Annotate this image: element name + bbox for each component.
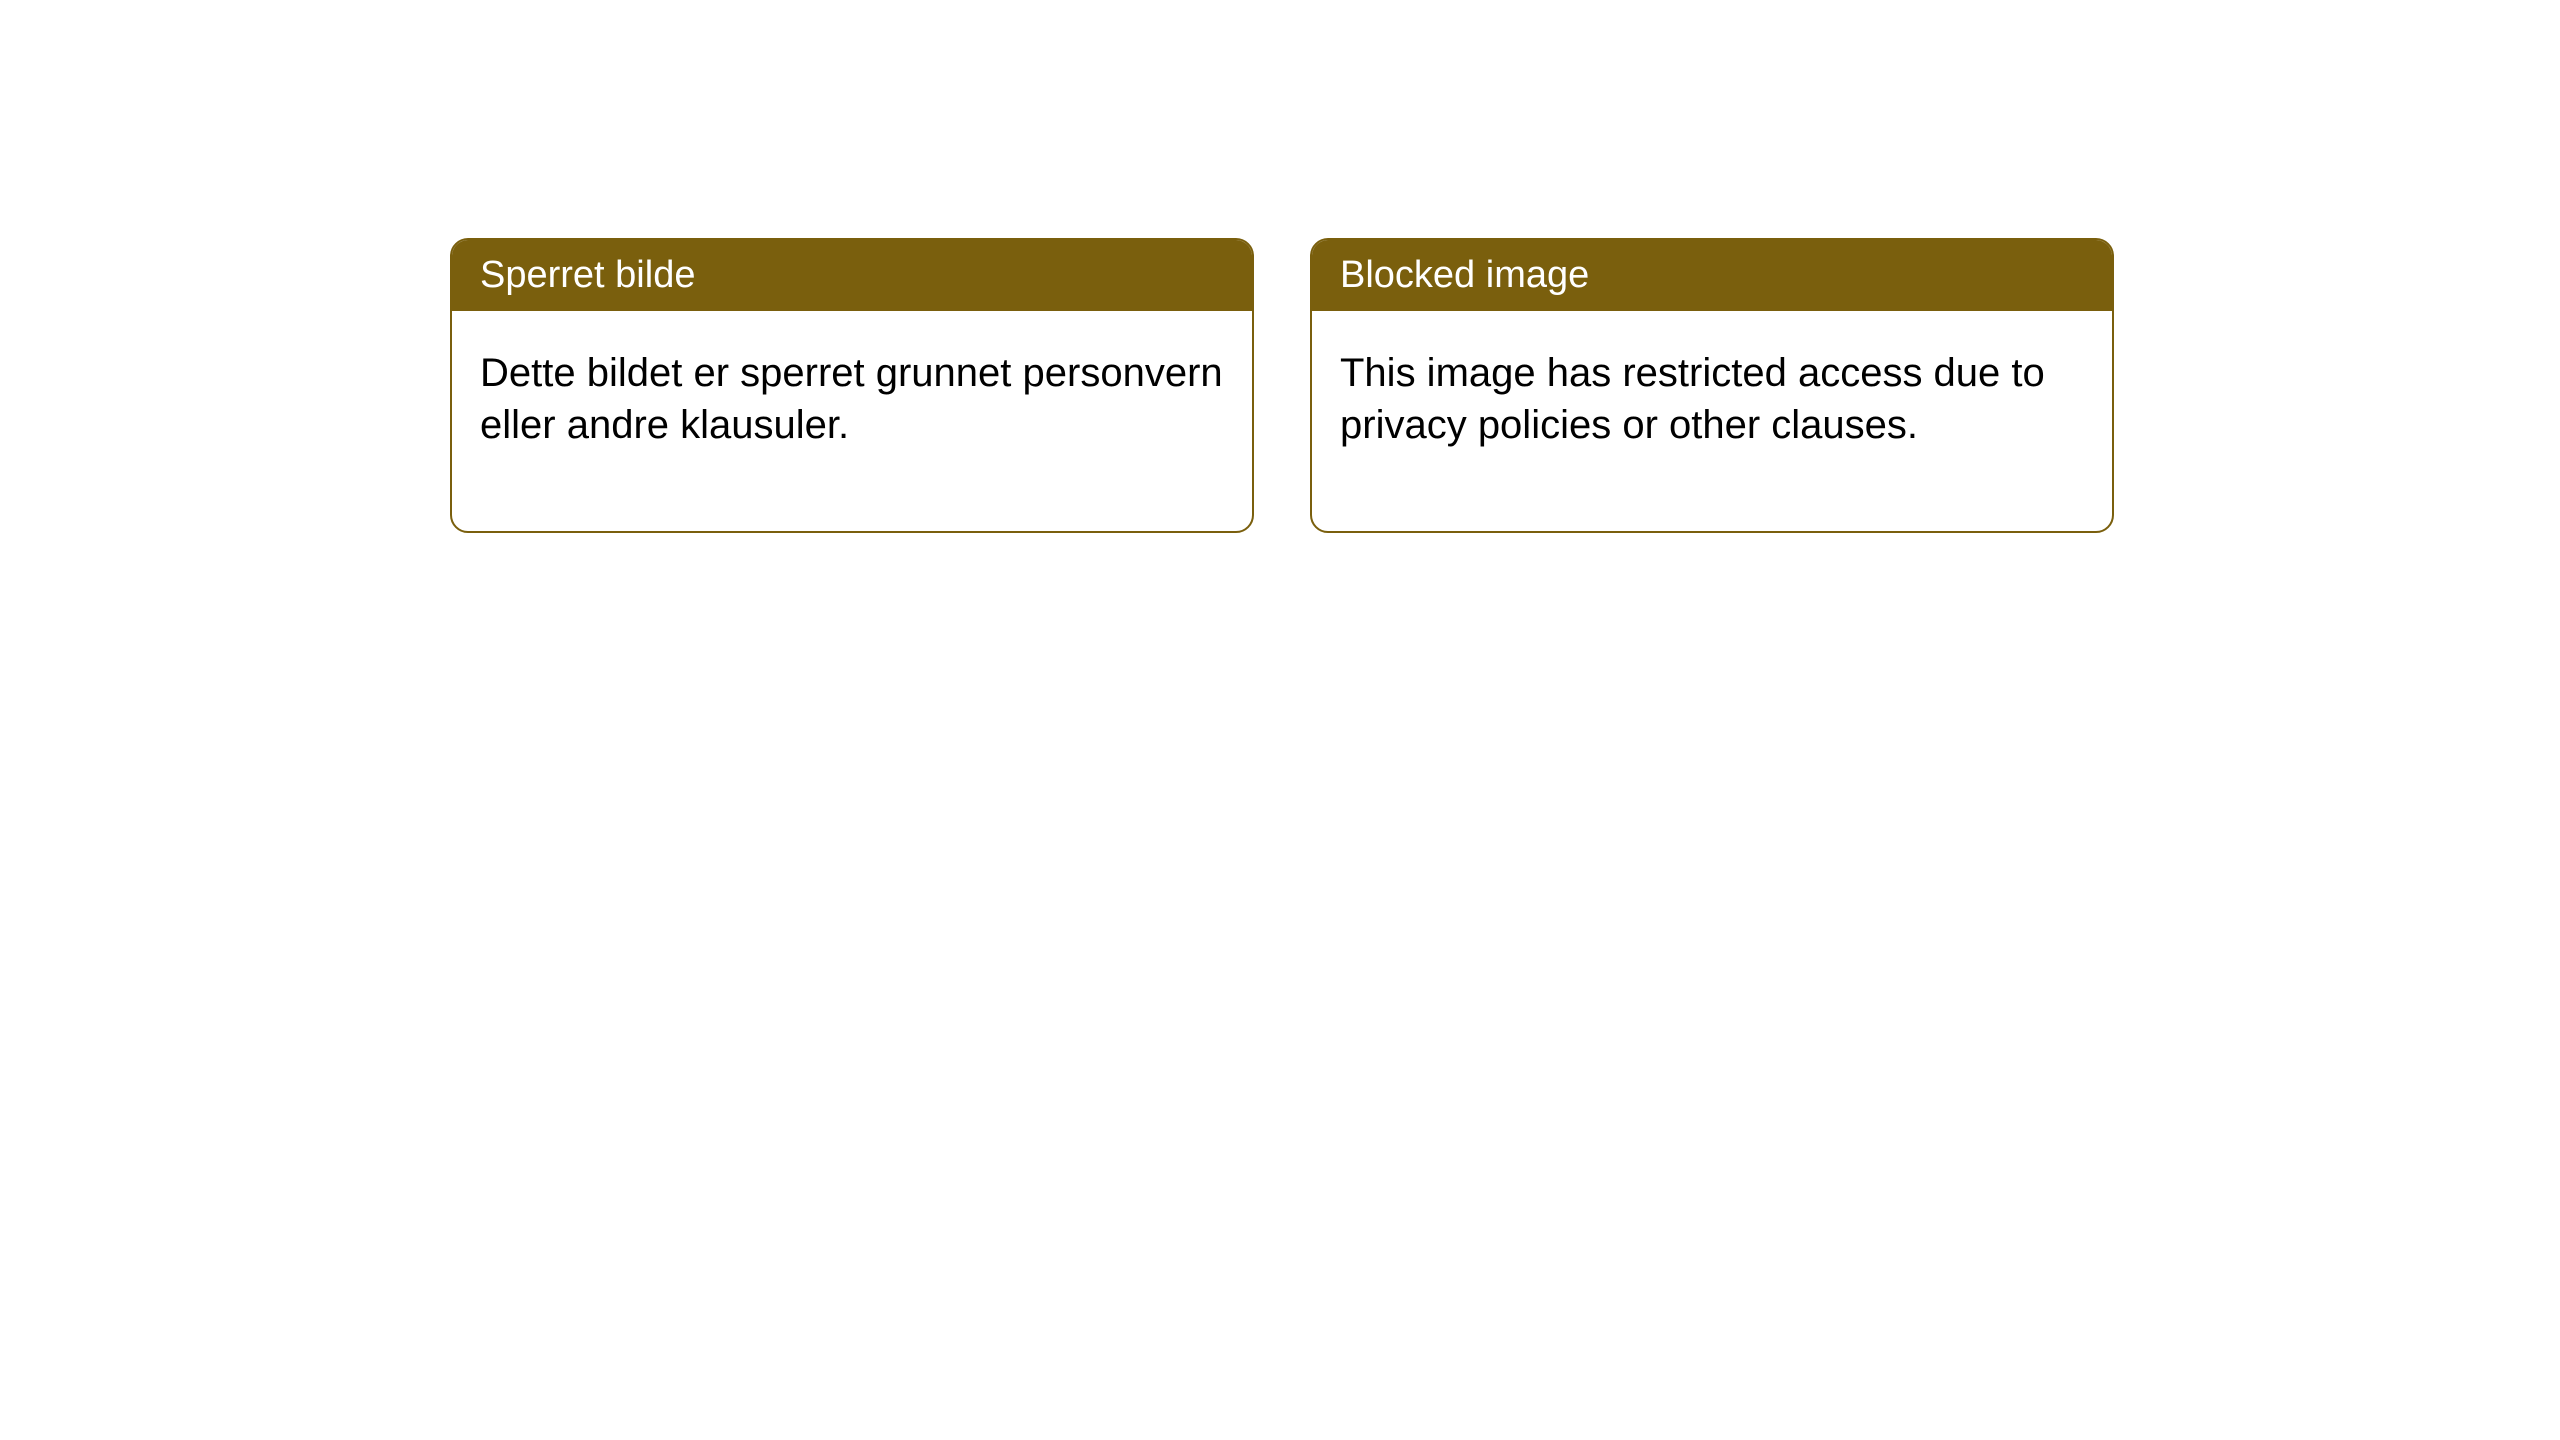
notice-body-norwegian: Dette bildet er sperret grunnet personve…	[452, 311, 1252, 531]
notice-card-norwegian: Sperret bilde Dette bildet er sperret gr…	[450, 238, 1254, 533]
notice-title-norwegian: Sperret bilde	[452, 240, 1252, 311]
notice-body-english: This image has restricted access due to …	[1312, 311, 2112, 531]
notice-card-english: Blocked image This image has restricted …	[1310, 238, 2114, 533]
notice-container: Sperret bilde Dette bildet er sperret gr…	[450, 238, 2114, 533]
notice-title-english: Blocked image	[1312, 240, 2112, 311]
